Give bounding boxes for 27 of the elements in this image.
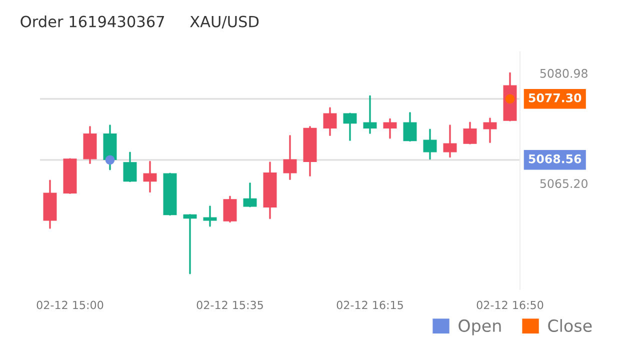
candlestick (363, 95, 377, 134)
chart-title: Order 1619430367 XAU/USD (20, 15, 259, 29)
candlestick (123, 152, 137, 182)
ref-line-label: 5068.56 (528, 154, 582, 164)
candlestick (243, 182, 257, 208)
candlestick (383, 118, 397, 139)
y-tick-label: 5080.98 (540, 68, 588, 78)
candlestick (323, 107, 337, 136)
x-tick-label: 02-12 16:15 (336, 300, 403, 310)
candlestick (223, 196, 237, 223)
candlestick (463, 122, 477, 144)
candlestick (203, 206, 217, 227)
legend-label: Open (458, 319, 501, 336)
legend-label: Close (548, 319, 592, 332)
candlestick (143, 160, 157, 193)
x-tick-label: 02-12 16:50 (476, 300, 544, 310)
x-tick-label: 02-12 15:00 (36, 300, 104, 310)
candlestick (483, 118, 497, 143)
candlestick (343, 112, 357, 141)
candlestick (443, 124, 457, 158)
candlestick (403, 112, 417, 142)
ref-line-label: 5077.30 (528, 93, 582, 102)
candlestick (283, 135, 297, 180)
candlestick (183, 214, 197, 274)
candlestick (423, 128, 437, 160)
x-tick-label: 02-12 15:35 (196, 300, 263, 310)
y-tick-label: 5065.20 (540, 179, 588, 188)
